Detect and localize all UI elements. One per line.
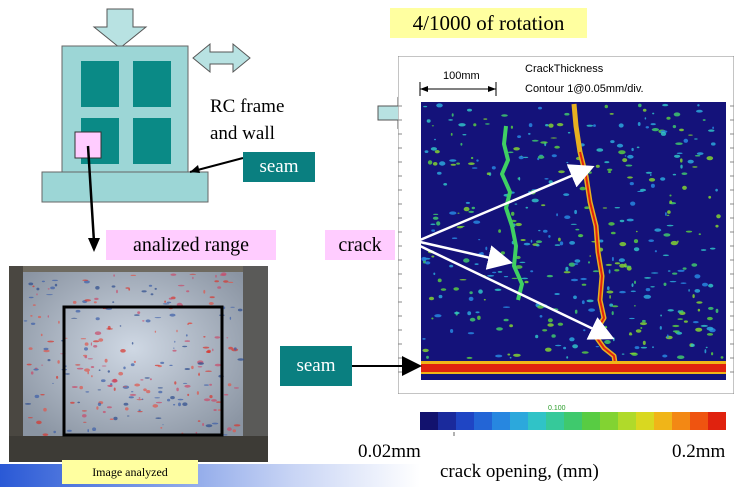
crack-arrow-lower <box>419 244 615 340</box>
colorbar-min-label: 0.02mm <box>358 441 421 462</box>
rc-frame-label: RC frame and wall <box>210 93 284 147</box>
rc-label-line2: and wall <box>210 123 275 144</box>
foundation-base <box>41 171 209 203</box>
colorbar-cell <box>564 412 583 430</box>
crack-arrow-middle <box>419 240 513 270</box>
crack-label: crack <box>325 230 395 260</box>
colorbar-cell <box>672 412 691 430</box>
frame-window-tr <box>133 61 171 107</box>
scale-text: 100mm <box>443 70 480 82</box>
photo-caption: Image analyzed <box>62 460 198 484</box>
colorbar-cell <box>708 412 726 430</box>
color-scale-bar <box>420 412 726 436</box>
seam-crack-band <box>421 364 726 372</box>
colorbar-cell <box>600 412 619 430</box>
colorbar-axis-label: crack opening, (mm) <box>440 461 599 482</box>
seam-label-top: seam <box>243 152 315 182</box>
scale-bar <box>419 82 497 96</box>
colorbar-cell <box>510 412 529 430</box>
frame-window-tl <box>81 61 119 107</box>
colorbar-cell <box>420 412 439 430</box>
contour-noise <box>421 103 724 360</box>
colorbar-cell <box>528 412 547 430</box>
crack-contour-plot <box>398 56 734 394</box>
colorbar-cell <box>582 412 601 430</box>
colorbar-cell <box>654 412 673 430</box>
colorbar-max-label: 0.2mm <box>672 441 726 462</box>
colorbar-mid-label: 0.100 <box>548 405 566 412</box>
colorbar-cell <box>492 412 511 430</box>
crack-arrow-upper <box>419 164 595 242</box>
plot-title-line1: CrackThickness <box>525 63 604 75</box>
photo-crack-marks <box>23 272 245 436</box>
range-pointer-line <box>86 145 96 243</box>
rotation-label: 4/1000 of rotation <box>390 8 587 38</box>
colorbar-cell <box>438 412 457 430</box>
frame-window-br <box>133 118 171 164</box>
analized-range-label: analized range <box>106 230 276 260</box>
colorbar-cell <box>690 412 709 430</box>
colorbar-cell <box>636 412 655 430</box>
wall-photo <box>9 266 268 462</box>
lateral-load-arrow <box>192 42 251 74</box>
seam-label-bottom: seam <box>280 346 352 386</box>
colorbar-cell <box>618 412 637 430</box>
colorbar-cell <box>474 412 493 430</box>
load-down-arrow <box>92 8 148 49</box>
plot-ticks <box>398 105 734 373</box>
crack-line-left <box>500 125 524 301</box>
rc-label-line1: RC frame <box>210 96 285 117</box>
analyzed-range-box <box>62 305 224 437</box>
colorbar-cell <box>456 412 475 430</box>
plot-title-line2: Contour 1@0.05mm/div. <box>525 83 644 95</box>
colorbar-cell <box>546 412 565 430</box>
